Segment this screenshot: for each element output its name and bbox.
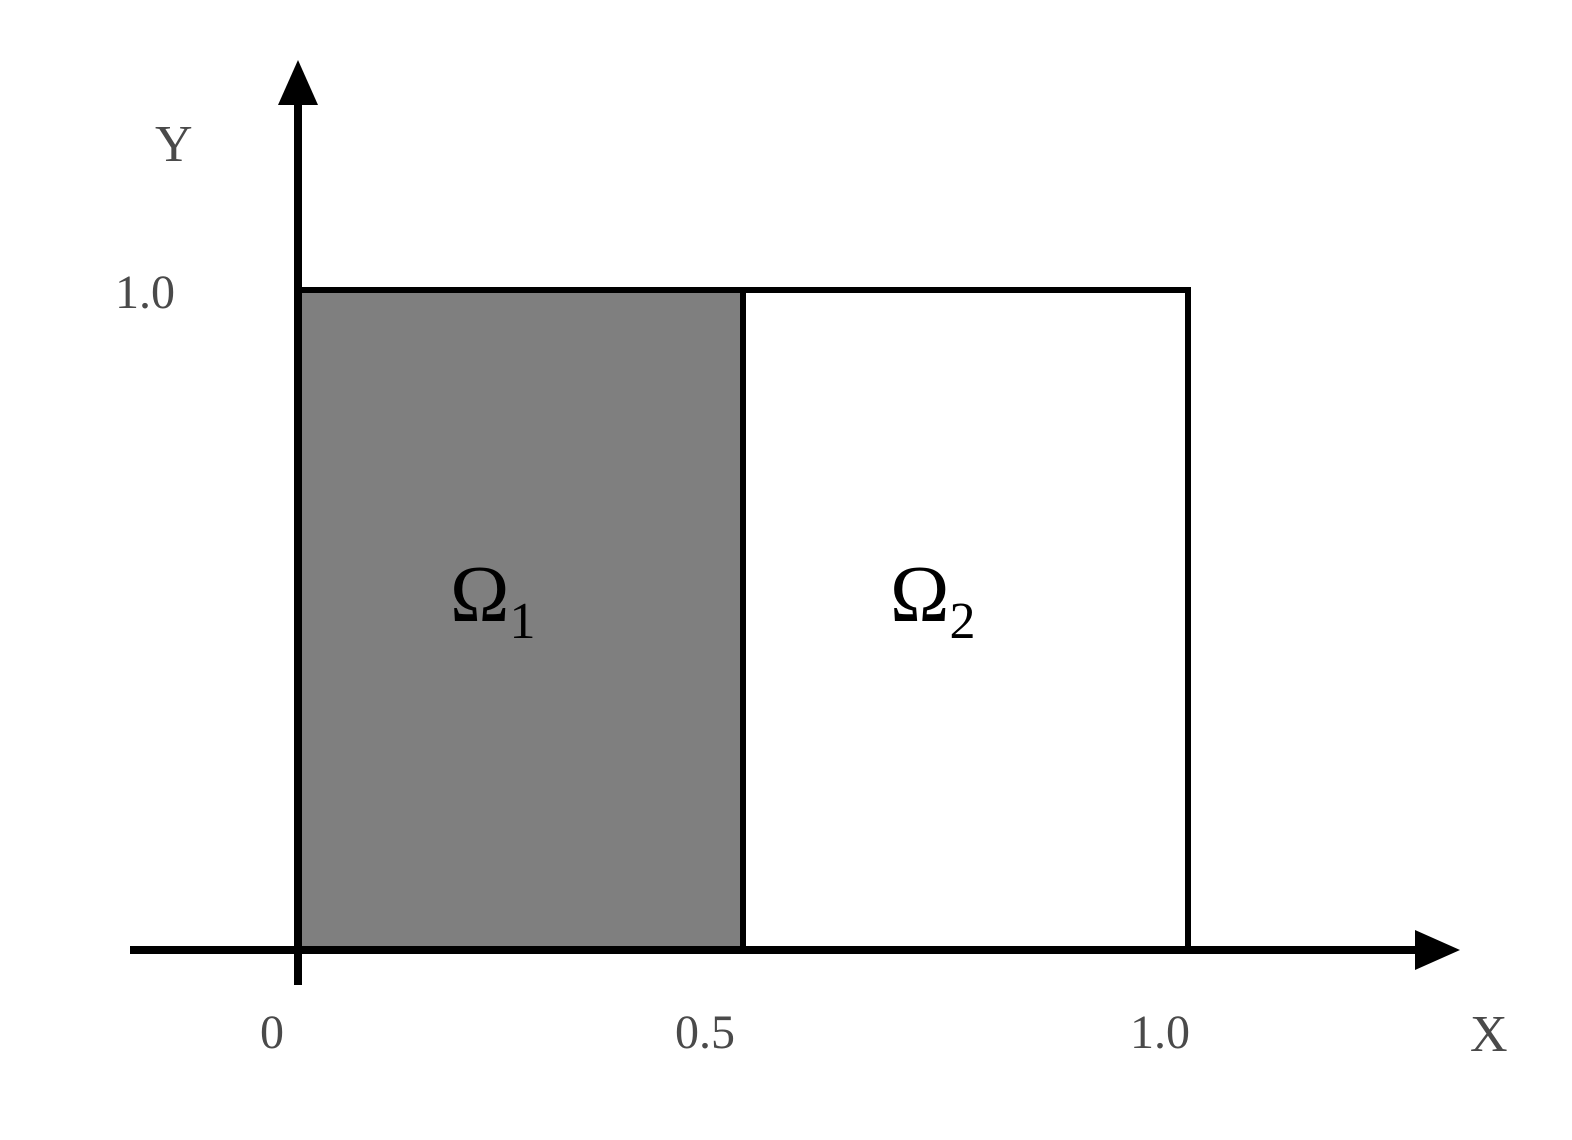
- diagram-canvas: [0, 0, 1572, 1140]
- omega2-label: Ω2: [890, 550, 975, 651]
- omega2-label-main: Ω: [890, 551, 949, 639]
- x-axis-label: X: [1470, 1005, 1508, 1064]
- x-axis-arrow: [1415, 930, 1460, 970]
- omega1-label: Ω1: [450, 550, 535, 651]
- omega2-label-sub: 2: [949, 593, 975, 650]
- y-axis-label: Y: [155, 115, 193, 174]
- omega1-label-sub: 1: [509, 593, 535, 650]
- y-tick-1.0: 1.0: [115, 265, 175, 320]
- origin-label: 0: [260, 1005, 284, 1060]
- x-tick-0.5: 0.5: [675, 1005, 735, 1060]
- omega1-label-main: Ω: [450, 551, 509, 639]
- y-axis-arrow: [278, 60, 318, 105]
- x-tick-1.0: 1.0: [1130, 1005, 1190, 1060]
